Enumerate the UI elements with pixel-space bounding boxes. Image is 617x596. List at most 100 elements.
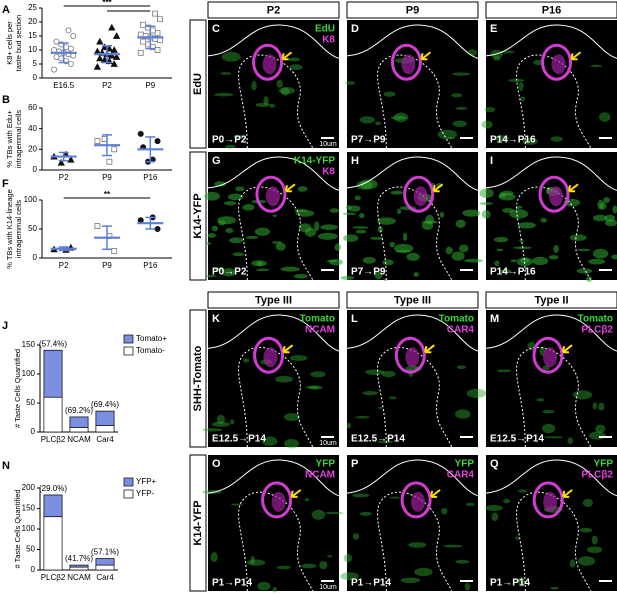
panel-letter: H <box>351 155 359 167</box>
green-signal <box>395 249 412 253</box>
timeline-label: P7→P9 <box>351 135 386 146</box>
green-signal <box>532 256 549 266</box>
magenta-cells <box>532 336 564 374</box>
green-signal <box>542 409 555 414</box>
green-signal <box>263 96 269 106</box>
green-signal <box>319 560 328 570</box>
magenta-cells <box>541 43 573 81</box>
green-signal <box>446 136 456 140</box>
y-tick-label: 50 <box>26 545 35 554</box>
epithelium-outline <box>485 459 617 497</box>
panel-letter: M <box>490 313 499 325</box>
row-label-box <box>189 19 207 149</box>
green-signal <box>320 224 339 230</box>
stain-label: K8 <box>322 35 335 46</box>
dot <box>137 130 144 137</box>
dot <box>108 23 116 31</box>
dot <box>111 248 118 254</box>
panel-letter: N <box>2 460 10 472</box>
row-label-box <box>189 151 207 281</box>
arrow <box>562 489 573 498</box>
legend-label: Tomato- <box>136 346 165 355</box>
dot <box>96 54 104 62</box>
green-signal <box>577 556 596 566</box>
micrograph-bg <box>486 20 617 148</box>
y-axis-label: intragemmal cells <box>14 200 23 259</box>
green-signal <box>214 181 227 187</box>
bar-segment <box>69 566 89 571</box>
green-signal <box>343 234 359 242</box>
green-signal <box>294 209 308 213</box>
bar-segment <box>43 516 63 571</box>
column-header: Type II <box>534 294 568 306</box>
green-signal <box>310 371 326 378</box>
panel-letter: I <box>490 155 493 167</box>
green-signal <box>348 205 361 212</box>
green-signal <box>441 507 448 515</box>
y-tick-label: 40 <box>28 124 37 133</box>
green-signal <box>334 243 341 251</box>
green-signal <box>374 121 382 126</box>
y-tick-label: 200 <box>22 483 36 492</box>
green-signal <box>591 535 598 545</box>
x-tick-label: P2 <box>59 261 69 270</box>
green-signal <box>402 232 408 241</box>
y-tick-label: 20 <box>28 17 37 26</box>
green-signal <box>311 509 326 520</box>
y-tick-label: 5 <box>33 59 38 68</box>
timeline-label: P7→P9 <box>351 267 386 278</box>
epithelium-outline <box>346 24 479 59</box>
green-signal <box>362 257 376 264</box>
micrograph <box>204 152 343 281</box>
green-signal <box>227 193 244 201</box>
arrow <box>432 183 444 193</box>
column-header: Type III <box>255 294 292 306</box>
dot <box>67 61 74 68</box>
magenta-cells <box>255 175 287 213</box>
green-signal <box>204 191 221 201</box>
epithelium-outline <box>207 459 340 497</box>
arrow <box>430 489 441 498</box>
green-signal <box>579 527 593 533</box>
legend-label: YFP- <box>136 489 155 498</box>
green-signal <box>496 248 504 252</box>
green-signal <box>576 268 593 274</box>
green-signal <box>553 245 559 253</box>
green-signal <box>455 559 470 564</box>
green-signal <box>595 424 606 434</box>
dot <box>51 66 58 73</box>
green-signal <box>243 358 250 363</box>
green-signal <box>306 385 320 390</box>
timeline-label: P14→P16 <box>490 135 536 146</box>
dot <box>154 47 161 53</box>
bar-annotation: (41.7%) <box>65 554 93 563</box>
y-axis-label: taste bud section <box>14 15 23 72</box>
green-signal <box>467 49 478 57</box>
green-signal <box>479 202 494 206</box>
micrograph-bg <box>347 455 478 591</box>
y-tick-label: 100 <box>22 524 36 533</box>
bar-segment <box>95 425 115 433</box>
green-signal <box>369 236 384 240</box>
green-signal <box>220 72 232 75</box>
green-signal <box>550 136 563 142</box>
green-signal <box>297 186 308 192</box>
legend-swatch <box>123 346 134 356</box>
scale-label: 10um <box>319 141 337 148</box>
green-signal <box>235 186 245 192</box>
green-signal <box>498 269 512 274</box>
green-signal <box>458 244 469 253</box>
x-tick-label: NCAM <box>67 435 91 444</box>
green-signal <box>202 428 223 432</box>
green-signal <box>590 64 603 68</box>
green-signal <box>324 511 344 515</box>
green-signal <box>455 106 468 110</box>
micrograph-bg <box>486 455 617 591</box>
green-signal <box>542 423 556 434</box>
green-signal <box>507 78 525 82</box>
green-signal <box>536 398 545 402</box>
magenta-cells <box>261 481 293 519</box>
green-signal <box>245 235 259 239</box>
micrograph-bg <box>347 310 478 447</box>
micrograph-bg <box>208 310 339 447</box>
